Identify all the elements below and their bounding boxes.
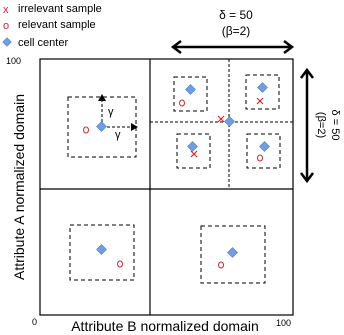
cell-center-diamond-icon (259, 141, 270, 152)
gamma-arrows-icon (101, 100, 133, 128)
subcell-box-1 (173, 76, 208, 112)
legend-relevant-label: relevant sample (18, 19, 96, 31)
cell-center-diamond-icon (187, 141, 198, 152)
origin-label: 0 (32, 317, 37, 327)
top-delta-label: δ = 50 (219, 8, 253, 22)
relevant-sample-marker (83, 126, 89, 134)
top-double-arrow-icon (170, 40, 295, 54)
right-beta-label: (β=2) (315, 112, 327, 138)
x-axis-max-label: 100 (276, 318, 291, 328)
cell-center-diamond-icon (257, 82, 268, 93)
gamma-vertical-label: γ (108, 106, 114, 118)
x-axis-label: Attribute B normalized domain (71, 318, 259, 334)
relevant-samples (83, 99, 263, 269)
legend-irrelevant-label: irrelevant sample (18, 3, 102, 15)
irrelevant-samples (190, 97, 264, 158)
cell-centers (96, 82, 270, 258)
legend-center-diamond-icon (2, 37, 12, 47)
legend: x irrelevant sample o relevant sample ce… (2, 3, 102, 49)
cell-center-diamond-icon (96, 121, 107, 132)
relevant-sample-marker (257, 154, 263, 162)
legend-relevant-symbol: o (3, 20, 9, 32)
subgrid-lines (150, 59, 293, 189)
plot-frame (39, 58, 294, 316)
gamma-up-arrowhead-icon (98, 94, 106, 101)
y-axis-max-label: 100 (6, 56, 21, 66)
legend-irrelevant-symbol: x (3, 4, 9, 16)
irrelevant-sample-marker (256, 97, 264, 105)
gamma-horizontal-label: γ (115, 129, 121, 141)
right-double-arrow-icon (300, 67, 314, 184)
right-delta-label: δ = 50 (329, 110, 341, 141)
subcell-box-4 (246, 133, 281, 169)
subcell-box-2 (245, 74, 280, 110)
cell-center-diamond-icon (224, 116, 235, 127)
subcell-box-3 (176, 133, 211, 169)
relevant-sample-marker (179, 99, 185, 107)
legend-center-label: cell center (18, 37, 68, 49)
cell-center-diamond-icon (227, 247, 238, 258)
cell-box-bottom-left (69, 224, 135, 281)
top-beta-label: (β=2) (222, 24, 251, 38)
irrelevant-sample-marker (190, 150, 198, 158)
cell-center-diamond-icon (185, 84, 196, 95)
relevant-sample-marker (117, 260, 123, 268)
cell-box-bottom-right (200, 225, 266, 284)
relevant-sample-marker (218, 261, 224, 269)
cell-center-diamond-icon (96, 244, 107, 255)
y-axis-label: Attribute A normalized domain (11, 94, 27, 280)
gamma-right-arrowhead-icon (131, 123, 138, 131)
subcell-boxes (173, 74, 281, 169)
irrelevant-sample-marker (217, 115, 225, 123)
